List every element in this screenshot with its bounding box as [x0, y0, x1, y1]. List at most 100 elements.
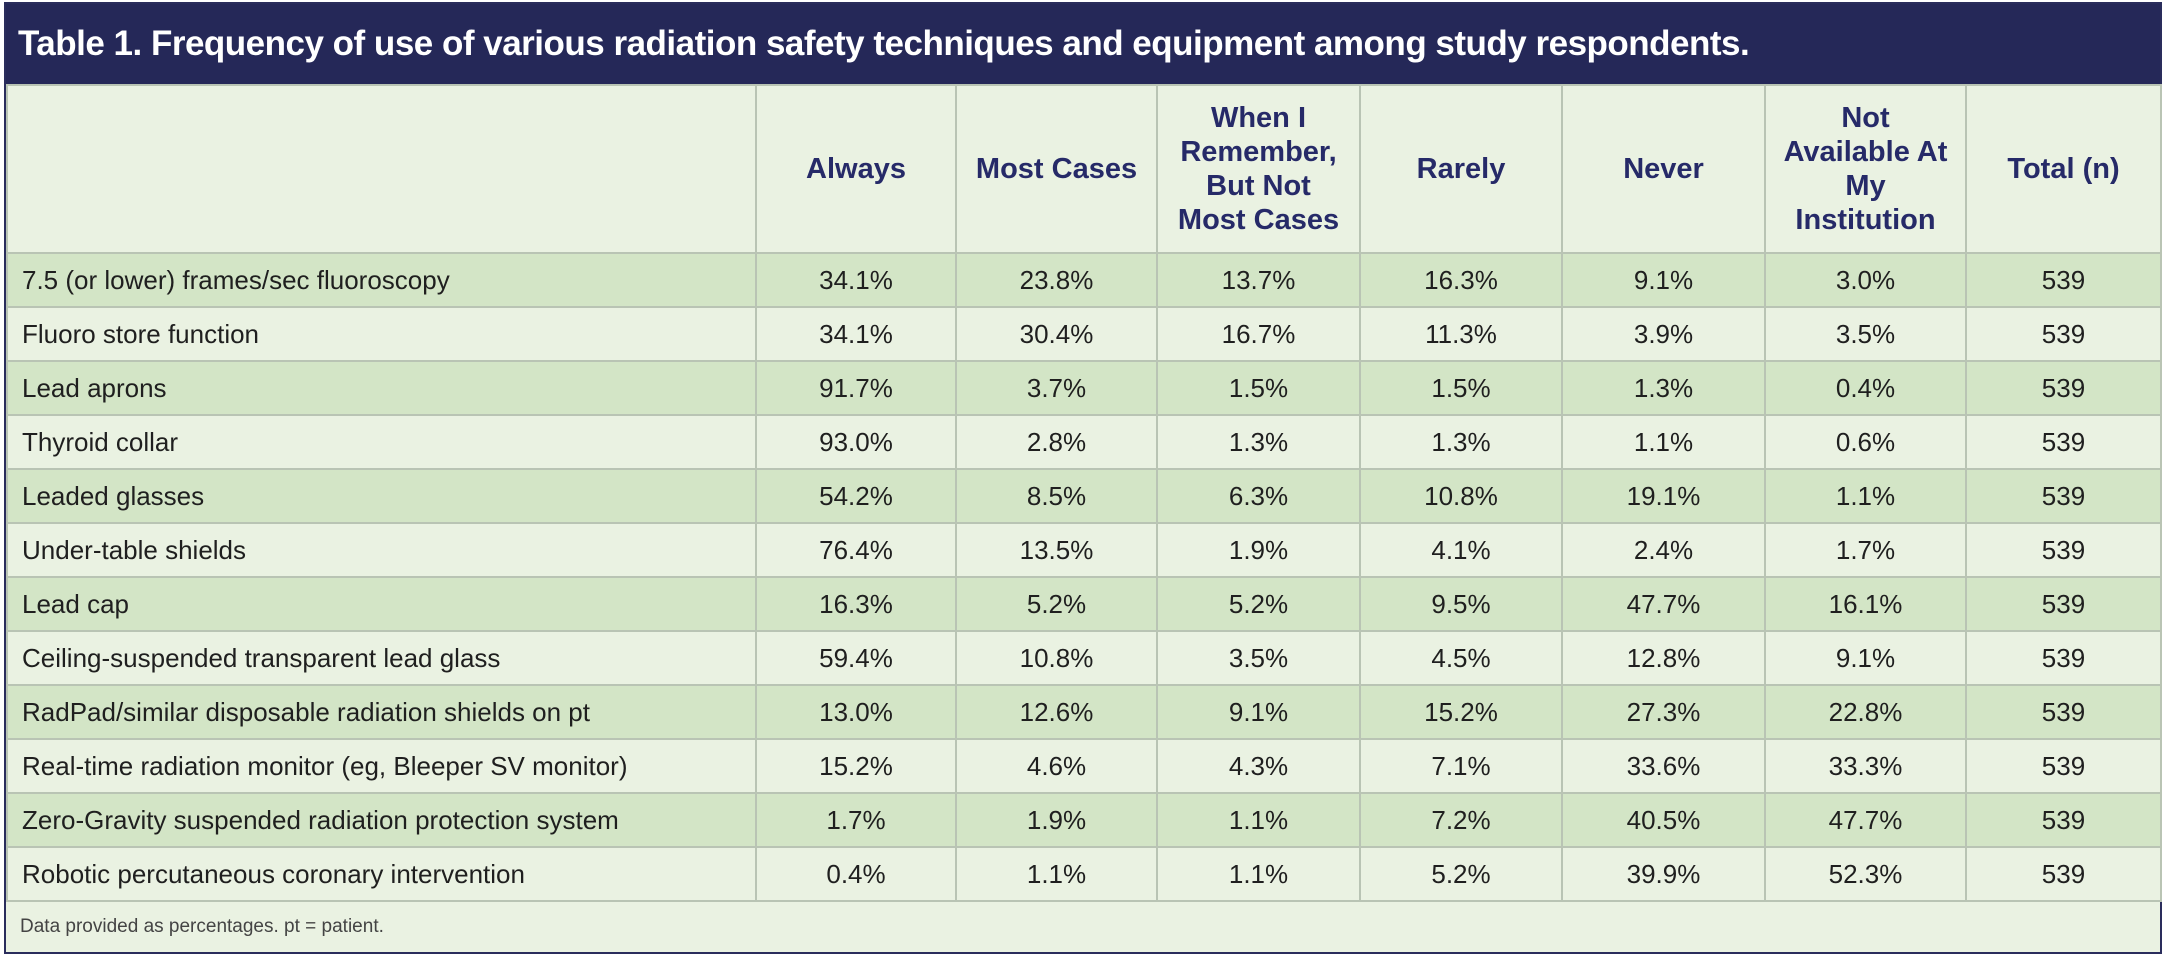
- row-label: Thyroid collar: [6, 414, 757, 470]
- footnote: Data provided as percentages. pt = patie…: [6, 902, 2160, 952]
- cell: 1.5%: [1359, 360, 1563, 416]
- column-header: Always: [755, 84, 957, 254]
- cell: 3.0%: [1764, 252, 1967, 308]
- cell: 1.7%: [755, 792, 957, 848]
- cell: 9.5%: [1359, 576, 1563, 632]
- cell: 10.8%: [955, 630, 1158, 686]
- column-header: Not Available At My Institution: [1764, 84, 1967, 254]
- cell: 1.3%: [1561, 360, 1766, 416]
- cell: 11.3%: [1359, 306, 1563, 362]
- cell: 539: [1965, 468, 2162, 524]
- cell: 3.9%: [1561, 306, 1766, 362]
- cell: 4.3%: [1156, 738, 1361, 794]
- cell: 1.1%: [1561, 414, 1766, 470]
- table-row: Ceiling-suspended transparent lead glass…: [6, 630, 2162, 686]
- row-label: Robotic percutaneous coronary interventi…: [6, 846, 757, 902]
- cell: 16.3%: [755, 576, 957, 632]
- column-header: When I Remember, But Not Most Cases: [1156, 84, 1361, 254]
- table-row: Real-time radiation monitor (eg, Bleeper…: [6, 738, 2162, 794]
- cell: 39.9%: [1561, 846, 1766, 902]
- cell: 10.8%: [1359, 468, 1563, 524]
- cell: 54.2%: [755, 468, 957, 524]
- cell: 3.5%: [1156, 630, 1361, 686]
- row-label: Leaded glasses: [6, 468, 757, 524]
- cell: 30.4%: [955, 306, 1158, 362]
- cell: 1.1%: [1764, 468, 1967, 524]
- cell: 15.2%: [1359, 684, 1563, 740]
- cell: 539: [1965, 306, 2162, 362]
- row-label: 7.5 (or lower) frames/sec fluoroscopy: [6, 252, 757, 308]
- header-row: Always Most Cases When I Remember, But Not…: [6, 84, 2162, 254]
- cell: 91.7%: [755, 360, 957, 416]
- cell: 9.1%: [1561, 252, 1766, 308]
- cell: 12.8%: [1561, 630, 1766, 686]
- table-row: Zero-Gravity suspended radiation protect…: [6, 792, 2162, 848]
- cell: 16.7%: [1156, 306, 1361, 362]
- cell: 13.5%: [955, 522, 1158, 578]
- column-header: Most Cases: [955, 84, 1158, 254]
- cell: 539: [1965, 792, 2162, 848]
- cell: 40.5%: [1561, 792, 1766, 848]
- row-label: RadPad/similar disposable radiation shie…: [6, 684, 757, 740]
- cell: 1.1%: [955, 846, 1158, 902]
- cell: 1.1%: [1156, 792, 1361, 848]
- table-row: Thyroid collar 93.0% 2.8% 1.3% 1.3% 1.1% 0.6% 5…: [6, 414, 2162, 470]
- cell: 539: [1965, 630, 2162, 686]
- row-label: Lead aprons: [6, 360, 757, 416]
- row-label: Fluoro store function: [6, 306, 757, 362]
- cell: 3.5%: [1764, 306, 1967, 362]
- cell: 6.3%: [1156, 468, 1361, 524]
- table-row: Lead aprons 91.7% 3.7% 1.5% 1.5% 1.3% 0.4% 539: [6, 360, 2162, 416]
- cell: 3.7%: [955, 360, 1158, 416]
- table-title: Table 1. Frequency of use of various rad…: [6, 4, 2160, 84]
- cell: 52.3%: [1764, 846, 1967, 902]
- row-label: Lead cap: [6, 576, 757, 632]
- cell: 76.4%: [755, 522, 957, 578]
- cell: 539: [1965, 846, 2162, 902]
- cell: 16.1%: [1764, 576, 1967, 632]
- cell: 27.3%: [1561, 684, 1766, 740]
- cell: 19.1%: [1561, 468, 1766, 524]
- cell: 1.1%: [1156, 846, 1361, 902]
- cell: 0.4%: [1764, 360, 1967, 416]
- cell: 1.9%: [955, 792, 1158, 848]
- cell: 5.2%: [1359, 846, 1563, 902]
- column-header: Total (n): [1965, 84, 2162, 254]
- cell: 15.2%: [755, 738, 957, 794]
- cell: 539: [1965, 738, 2162, 794]
- cell: 33.3%: [1764, 738, 1967, 794]
- table-row: 7.5 (or lower) frames/sec fluoroscopy 34.…: [6, 252, 2162, 308]
- cell: 4.1%: [1359, 522, 1563, 578]
- cell: 5.2%: [1156, 576, 1361, 632]
- column-header: [6, 84, 757, 254]
- cell: 9.1%: [1156, 684, 1361, 740]
- row-label: Real-time radiation monitor (eg, Bleeper…: [6, 738, 757, 794]
- row-label: Ceiling-suspended transparent lead glass: [6, 630, 757, 686]
- cell: 22.8%: [1764, 684, 1967, 740]
- column-header: Never: [1561, 84, 1766, 254]
- table-row: Fluoro store function 34.1% 30.4% 16.7% 11.3…: [6, 306, 2162, 362]
- cell: 539: [1965, 414, 2162, 470]
- row-label: Zero-Gravity suspended radiation protect…: [6, 792, 757, 848]
- row-label: Under-table shields: [6, 522, 757, 578]
- table-row: Lead cap 16.3% 5.2% 5.2% 9.5% 47.7% 16.1% 539: [6, 576, 2162, 632]
- cell: 1.3%: [1359, 414, 1563, 470]
- cell: 12.6%: [955, 684, 1158, 740]
- cell: 0.4%: [755, 846, 957, 902]
- cell: 539: [1965, 684, 2162, 740]
- table-row: Under-table shields 76.4% 13.5% 1.9% 4.1% 2.4…: [6, 522, 2162, 578]
- cell: 34.1%: [755, 306, 957, 362]
- cell: 9.1%: [1764, 630, 1967, 686]
- cell: 13.7%: [1156, 252, 1361, 308]
- cell: 33.6%: [1561, 738, 1766, 794]
- table-body: 7.5 (or lower) frames/sec fluoroscopy 34.…: [6, 252, 2162, 902]
- table-container: Table 1. Frequency of use of various rad…: [4, 2, 2162, 954]
- cell: 0.6%: [1764, 414, 1967, 470]
- cell: 539: [1965, 522, 2162, 578]
- cell: 7.2%: [1359, 792, 1563, 848]
- cell: 2.8%: [955, 414, 1158, 470]
- cell: 1.5%: [1156, 360, 1361, 416]
- table-row: RadPad/similar disposable radiation shie…: [6, 684, 2162, 740]
- table-row: Robotic percutaneous coronary interventi…: [6, 846, 2162, 902]
- cell: 539: [1965, 252, 2162, 308]
